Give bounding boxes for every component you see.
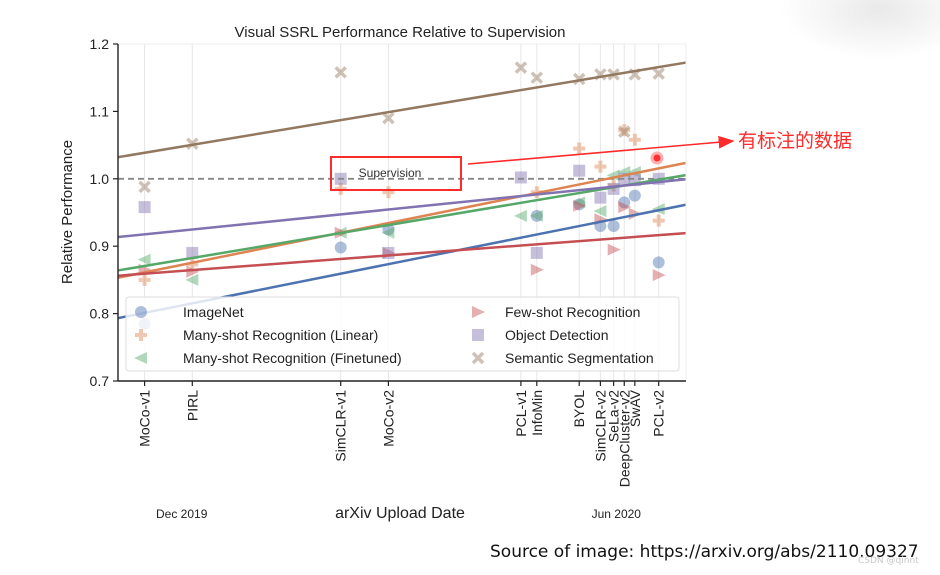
point-square — [594, 191, 607, 204]
trendline-triangle-right — [117, 231, 687, 277]
highlight-dot — [650, 151, 664, 165]
point-plus — [135, 329, 147, 341]
point-circle — [135, 306, 147, 318]
point-x — [572, 72, 586, 86]
point-plus — [594, 160, 607, 173]
date-label: Jun 2020 — [592, 507, 642, 521]
point-square — [472, 329, 484, 341]
y-tick-label: 0.9 — [90, 238, 110, 254]
x-tick-label: MoCo-v1 — [137, 390, 153, 447]
point-triangle-right — [472, 306, 485, 318]
point-triangle-left — [572, 196, 586, 209]
point-x — [334, 66, 347, 79]
y-tick-label: 1.2 — [90, 36, 110, 52]
point-plus — [382, 186, 395, 199]
callout-arrow — [467, 135, 735, 165]
x-tick-label: SeLa-v2 — [606, 390, 622, 442]
point-plus — [628, 133, 641, 146]
x-axis-label: arXiv Upload Date — [335, 505, 465, 522]
point-square — [530, 246, 543, 259]
x-tick-label: SwAV — [627, 389, 643, 427]
point-square — [573, 164, 586, 177]
chart-title: Visual SSRL Performance Relative to Supe… — [235, 24, 566, 41]
point-triangle-left — [513, 209, 527, 222]
point-circle — [334, 241, 347, 254]
point-x — [471, 351, 485, 365]
legend-label: Few-shot Recognition — [505, 304, 640, 320]
legend-label: Object Detection — [505, 327, 609, 343]
y-tick-label: 0.7 — [90, 373, 110, 389]
point-triangle-left — [381, 226, 395, 239]
y-tick-label: 1.0 — [90, 171, 110, 187]
point-square — [382, 246, 395, 259]
point-plus — [138, 273, 151, 286]
x-tick-label: DeepCluster-v2 — [616, 390, 632, 487]
y-axis-label: Relative Performance — [59, 140, 76, 284]
point-triangle-right — [607, 243, 621, 256]
point-triangle-left — [593, 205, 607, 218]
point-circle — [628, 189, 641, 202]
legend-label: Semantic Segmentation — [505, 350, 654, 366]
point-triangle-left — [627, 166, 641, 179]
legend-label: Many-shot Recognition (Linear) — [183, 327, 378, 343]
axes: 0.7 0.8 0.9 1.0 1.1 1.2 MoCo-v1 PIRL SimCLR-v1 Mo… — [90, 36, 687, 521]
point-triangle-left — [606, 169, 620, 182]
point-square — [186, 246, 199, 259]
supervision-box — [330, 156, 462, 191]
point-circle — [573, 198, 586, 211]
point-square — [514, 171, 527, 184]
point-circle — [618, 196, 631, 209]
point-triangle-right — [652, 269, 666, 282]
callout-text: 有标注的数据 — [738, 130, 852, 152]
trendline-square — [117, 178, 687, 239]
point-circle — [530, 209, 543, 222]
point-triangle-left — [185, 273, 199, 286]
point-x — [530, 71, 544, 84]
point-triangle-right — [186, 265, 200, 278]
point-triangle-left — [134, 352, 147, 364]
point-plus — [573, 142, 586, 155]
x-tick-label: BYOL — [571, 390, 587, 428]
x-tick-label: PIRL — [184, 390, 200, 421]
watermark: CSDN @qinnt — [858, 556, 919, 566]
x-tick-label: PCL-v1 — [513, 390, 529, 437]
trendline-x — [117, 61, 687, 159]
point-triangle-right — [530, 263, 544, 276]
trendline-plus — [117, 161, 687, 279]
source-caption: Source of image: https://arxiv.org/abs/2… — [490, 542, 919, 562]
legend-label: ImageNet — [183, 304, 244, 320]
point-x — [618, 125, 631, 138]
x-tick-label: MoCo-v2 — [380, 390, 396, 447]
point-plus — [652, 214, 665, 227]
point-plus — [618, 124, 631, 137]
point-circle — [607, 219, 620, 232]
legend-box — [125, 296, 680, 372]
x-tick-label: InfoMin — [529, 390, 545, 436]
point-x — [382, 111, 395, 125]
point-square — [138, 201, 151, 214]
point-triangle-right — [573, 199, 587, 212]
point-circle — [652, 256, 665, 269]
point-plus — [334, 182, 347, 195]
x-tick-label: SimCLR-v1 — [333, 390, 349, 462]
point-triangle-left — [137, 253, 151, 266]
date-label: Dec 2019 — [156, 507, 208, 521]
x-tick-label: SimCLR-v2 — [592, 390, 608, 462]
point-x — [652, 67, 665, 80]
point-triangle-right — [618, 201, 632, 214]
point-x — [514, 61, 528, 74]
legend: ImageNet Many-shot Recognition (Linear) Ma… — [125, 296, 680, 372]
point-x — [138, 180, 151, 194]
y-tick-label: 0.8 — [90, 306, 110, 322]
x-tick-label: PCL-v2 — [651, 390, 667, 437]
trendline-triangle-left — [117, 173, 687, 272]
legend-label: Many-shot Recognition (Finetuned) — [183, 350, 402, 366]
point-triangle-left — [529, 209, 543, 222]
supervision-label: Supervision — [359, 166, 422, 180]
y-tick-label: 1.1 — [90, 103, 110, 119]
